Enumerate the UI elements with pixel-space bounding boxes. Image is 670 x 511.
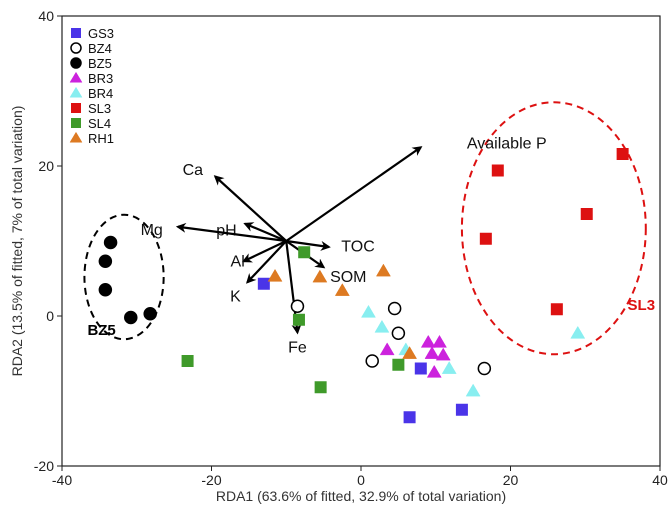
- legend-marker-sl3: [71, 103, 81, 113]
- point-rh1: [267, 268, 283, 282]
- point-bz5: [103, 235, 118, 250]
- vector-label-fe: Fe: [288, 340, 307, 357]
- point-sl4: [292, 313, 305, 326]
- legend-label-br4: BR4: [88, 86, 113, 101]
- point-gs3: [455, 403, 468, 416]
- vector-label-ca: Ca: [183, 162, 204, 179]
- points-layer: [98, 148, 629, 424]
- point-gs3: [257, 277, 270, 290]
- point-sl4: [392, 358, 405, 371]
- legend-label-br3: BR3: [88, 71, 113, 86]
- vector-ph: [243, 222, 287, 243]
- point-rh1: [402, 346, 418, 359]
- legend-label-sl3: SL3: [88, 101, 111, 116]
- vector-label-al: Al: [231, 253, 245, 270]
- point-br4: [374, 319, 390, 333]
- ellipses-layer: BZ5 SL3: [83, 101, 656, 356]
- point-sl3: [491, 164, 504, 177]
- vector-label-available-p: Available P: [467, 136, 547, 153]
- vector-label-som: SOM: [330, 269, 366, 286]
- point-bz5: [124, 310, 138, 325]
- x-tick-label: 0: [357, 472, 365, 488]
- vector-toc: [286, 239, 331, 251]
- vector-al: [241, 240, 287, 263]
- vectors-layer: Available P Ca pH Mg Al K TOC SOM Fe: [141, 136, 547, 357]
- legend-label-sl4: SL4: [88, 116, 111, 131]
- y-axis-title: RDA2 (13.5% of fitted, 7% of total varia…: [9, 106, 25, 377]
- point-bz5: [98, 254, 113, 268]
- vector-label-ph: pH: [216, 223, 236, 240]
- ellipse-label-sl3: SL3: [628, 297, 656, 314]
- point-bz4: [387, 301, 402, 316]
- vector-available-p: [285, 146, 423, 242]
- point-gs3: [403, 411, 416, 424]
- x-tick-label: 40: [652, 472, 668, 488]
- point-br4: [441, 361, 457, 374]
- point-rh1: [375, 263, 391, 277]
- y-tick-label: 40: [38, 8, 54, 24]
- vector-label-k: K: [230, 289, 241, 306]
- legend-label-bz4: BZ4: [88, 41, 112, 56]
- x-tick-label: -20: [201, 472, 221, 488]
- point-br3: [435, 347, 451, 361]
- legend-label-rh1: RH1: [88, 131, 114, 146]
- point-br4: [570, 325, 586, 339]
- point-rh1: [312, 269, 328, 283]
- vector-k: [246, 240, 288, 284]
- point-bz5: [98, 283, 113, 297]
- y-tick-label: 20: [38, 158, 54, 174]
- point-bz4: [391, 326, 406, 340]
- point-br3: [432, 334, 447, 348]
- point-br3: [420, 334, 436, 348]
- legend-marker-br4: [69, 86, 83, 98]
- vector-mg: [175, 222, 287, 243]
- legend-marker-sl4: [71, 118, 81, 128]
- vector-ca: [213, 175, 287, 242]
- legend-label-bz5: BZ5: [88, 56, 112, 71]
- legend-marker-bz4: [70, 42, 82, 54]
- point-sl4: [181, 355, 194, 367]
- point-gs3: [414, 362, 427, 375]
- point-rh1: [334, 283, 350, 296]
- point-sl3: [580, 208, 593, 220]
- point-bz4: [365, 354, 379, 368]
- point-br4: [465, 383, 481, 397]
- point-bz4: [290, 299, 305, 313]
- legend-marker-gs3: [71, 28, 81, 38]
- point-bz4: [477, 361, 492, 376]
- vector-label-toc: TOC: [341, 238, 374, 255]
- point-br3: [426, 364, 442, 378]
- point-bz5: [143, 307, 157, 321]
- legend-marker-bz5: [70, 57, 82, 69]
- legend-marker-rh1: [69, 131, 83, 143]
- legend-marker-br3: [69, 71, 83, 83]
- y-tick-label: -20: [34, 458, 54, 474]
- y-tick-label: 0: [46, 308, 54, 324]
- point-br3: [379, 342, 395, 356]
- ellipse-sl3: [460, 101, 647, 356]
- ellipse-bz5: [83, 213, 165, 341]
- ellipse-label-bz5: BZ5: [87, 322, 115, 339]
- point-sl3: [550, 303, 563, 316]
- point-sl4: [314, 381, 327, 394]
- point-br3: [424, 346, 440, 359]
- x-tick-label: 20: [503, 472, 519, 488]
- point-br4: [361, 304, 376, 318]
- x-axis-title: RDA1 (63.6% of fitted, 32.9% of total va…: [216, 488, 506, 504]
- point-sl4: [298, 246, 311, 259]
- point-sl3: [616, 148, 629, 160]
- point-sl3: [479, 232, 492, 245]
- vector-label-mg: Mg: [141, 222, 163, 239]
- x-tick-label: -40: [52, 472, 72, 488]
- legend-label-gs3: GS3: [88, 26, 114, 41]
